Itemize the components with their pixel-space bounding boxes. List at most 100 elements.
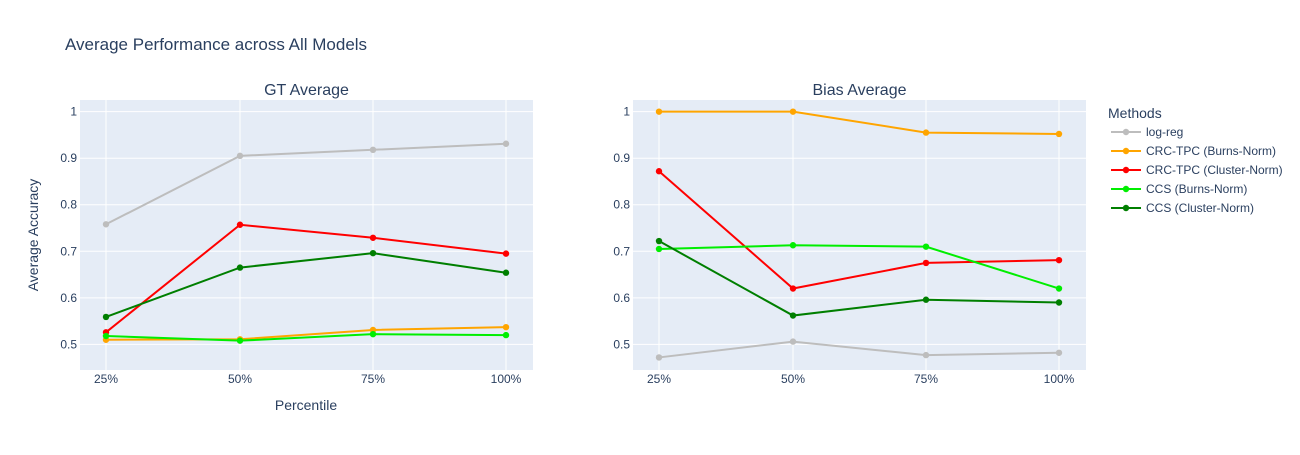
data-point[interactable] [922, 129, 930, 136]
subplot-title: GT Average [264, 82, 349, 99]
series-line[interactable] [105, 223, 507, 334]
y-tick-label: 0.8 [613, 198, 630, 212]
legend-item[interactable]: CRC-TPC (Burns-Norm) [1111, 144, 1276, 158]
data-point[interactable] [502, 331, 510, 339]
y-tick-label: 0.5 [60, 337, 77, 351]
legend-swatch-marker [1122, 147, 1130, 155]
data-point[interactable] [102, 332, 110, 340]
legend-label: CCS (Burns-Norm) [1146, 182, 1247, 196]
legend-swatch-marker [1122, 204, 1130, 212]
legend-swatch-marker [1122, 128, 1130, 136]
series-line[interactable] [658, 244, 1060, 290]
data-point[interactable] [789, 242, 797, 249]
y-tick-label: 0.6 [60, 291, 77, 305]
data-point[interactable] [502, 323, 510, 331]
data-point[interactable] [922, 351, 930, 359]
y-tick-label: 0.7 [613, 244, 630, 258]
y-tick-label: 0.7 [60, 244, 77, 258]
subplot-bias-average: Bias Average 0.5 0.6 0.7 0.8 0.9 1 25% 50% 75% 100… [613, 82, 1086, 386]
data-point[interactable] [369, 146, 377, 154]
data-point[interactable] [922, 243, 930, 250]
legend-item[interactable]: log-reg [1111, 125, 1183, 139]
data-point[interactable] [369, 249, 377, 257]
series-line[interactable] [105, 142, 507, 226]
data-point[interactable] [1055, 285, 1063, 292]
y-tick-label: 0.5 [613, 337, 630, 351]
x-tick-label: 50% [781, 372, 805, 386]
legend[interactable]: Methods log-reg CRC-TPC (Burns-Norm) CRC-T… [1108, 105, 1283, 215]
series-line[interactable] [658, 340, 1060, 359]
legend-swatch-marker [1122, 166, 1130, 174]
data-point[interactable] [655, 245, 663, 253]
series-line[interactable] [105, 333, 507, 342]
data-point[interactable] [1055, 256, 1063, 264]
series-log-reg[interactable] [655, 338, 1063, 361]
data-point[interactable] [655, 168, 663, 175]
data-point[interactable] [1055, 130, 1063, 138]
x-tick-label: 50% [228, 372, 252, 386]
legend-title: Methods [1108, 105, 1162, 121]
legend-label: CCS (Cluster-Norm) [1146, 201, 1254, 215]
data-point[interactable] [655, 108, 663, 115]
data-point[interactable] [102, 313, 110, 321]
data-point[interactable] [502, 269, 510, 276]
x-axis-label: Percentile [275, 397, 337, 413]
y-tick-label: 0.9 [60, 151, 77, 165]
plot-background [633, 100, 1086, 370]
series-crc-tpc-burns-norm[interactable] [655, 108, 1063, 138]
data-point[interactable] [502, 140, 510, 147]
series-line[interactable] [658, 170, 1060, 290]
subplot-title: Bias Average [813, 82, 907, 99]
figure-title: Average Performance across All Models [65, 35, 367, 54]
series-line[interactable] [105, 326, 507, 341]
data-point[interactable] [102, 221, 110, 228]
series-line[interactable] [659, 110, 1060, 135]
legend-item[interactable]: CCS (Cluster-Norm) [1111, 201, 1254, 215]
data-point[interactable] [236, 264, 244, 271]
series-ccs-cluster-norm[interactable] [102, 249, 510, 321]
data-point[interactable] [789, 285, 797, 292]
data-point[interactable] [789, 338, 797, 345]
data-point[interactable] [369, 234, 377, 241]
x-tick-label: 25% [647, 372, 671, 386]
data-point[interactable] [236, 152, 244, 160]
data-point[interactable] [655, 354, 663, 361]
series-ccs-burns-norm[interactable] [655, 242, 1063, 292]
series-crc-tpc-cluster-norm[interactable] [102, 221, 510, 336]
x-tick-label: 75% [361, 372, 385, 386]
data-point[interactable] [789, 108, 797, 115]
plot-background [80, 100, 533, 370]
data-point[interactable] [369, 330, 377, 338]
series-line[interactable] [105, 252, 507, 318]
y-tick-label: 0.6 [613, 291, 630, 305]
data-point[interactable] [922, 259, 930, 267]
legend-label: CRC-TPC (Cluster-Norm) [1146, 163, 1283, 177]
series-ccs-cluster-norm[interactable] [655, 237, 1063, 319]
data-point[interactable] [655, 237, 663, 245]
series-log-reg[interactable] [102, 140, 510, 228]
series-crc-tpc-cluster-norm[interactable] [655, 168, 1063, 292]
data-point[interactable] [922, 296, 930, 303]
data-point[interactable] [502, 250, 510, 257]
x-tick-label: 75% [914, 372, 938, 386]
data-point[interactable] [236, 221, 244, 228]
data-point[interactable] [789, 312, 797, 319]
data-point[interactable] [1055, 349, 1063, 356]
series-ccs-burns-norm[interactable] [102, 330, 510, 344]
data-point[interactable] [236, 337, 244, 344]
legend-item[interactable]: CCS (Burns-Norm) [1111, 182, 1247, 196]
x-tick-label: 100% [1044, 372, 1075, 386]
y-tick-label: 0.9 [613, 151, 630, 165]
y-tick-label: 0.8 [60, 198, 77, 212]
y-tick-label: 1 [70, 105, 77, 119]
legend-item[interactable]: CRC-TPC (Cluster-Norm) [1111, 163, 1283, 177]
legend-label: log-reg [1146, 125, 1183, 139]
y-tick-label: 1 [623, 105, 630, 119]
subplot-gt-average: GT Average 0.5 0.6 0.7 0.8 0.9 1 25% 50% 75% 100% [60, 82, 533, 386]
legend-label: CRC-TPC (Burns-Norm) [1146, 144, 1276, 158]
y-axis-label: Average Accuracy [25, 179, 41, 292]
data-point[interactable] [1055, 299, 1063, 306]
series-line[interactable] [658, 240, 1060, 317]
